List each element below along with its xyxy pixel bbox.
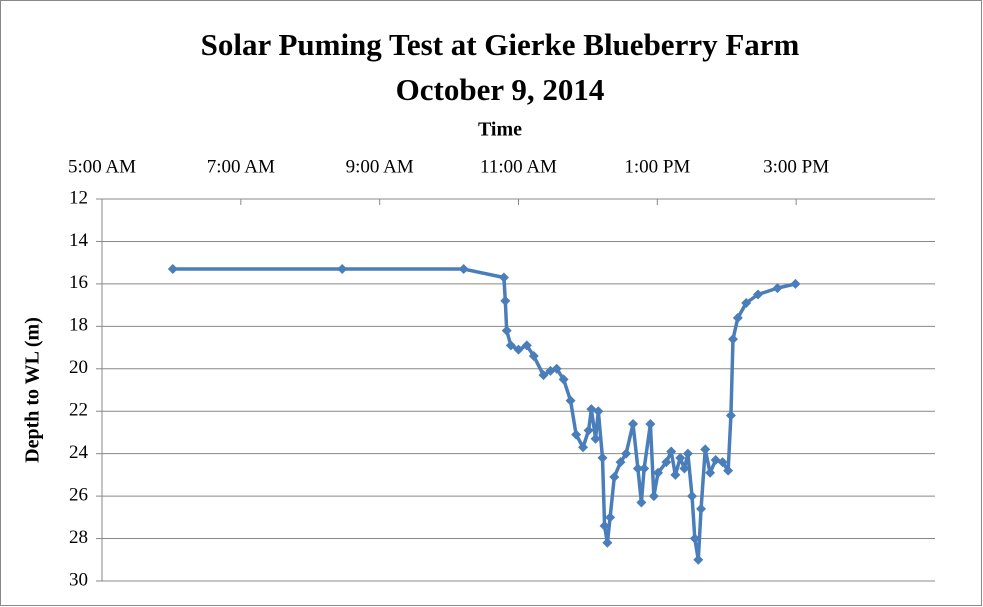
x-tick-label: 9:00 AM: [346, 156, 414, 177]
data-point: [498, 272, 509, 283]
data-point: [723, 465, 734, 476]
data-point: [679, 463, 690, 474]
data-point: [167, 264, 178, 275]
data-point: [538, 370, 549, 381]
data-point: [705, 467, 716, 478]
y-tick-label: 16: [69, 272, 88, 293]
x-tick-label: 7:00 AM: [207, 156, 275, 177]
data-point: [645, 418, 656, 429]
data-point: [696, 503, 707, 514]
data-point: [597, 452, 608, 463]
data-point: [521, 340, 532, 351]
data-point: [609, 472, 620, 483]
y-tick-label: 26: [69, 484, 88, 505]
data-point: [653, 467, 664, 478]
data-point: [639, 463, 650, 474]
x-tick-label: 1:00 PM: [624, 156, 690, 177]
x-axis-label: Time: [478, 119, 522, 141]
y-tick-label: 28: [69, 527, 88, 548]
y-tick-label: 24: [69, 442, 89, 463]
data-point: [571, 429, 582, 440]
y-tick-label: 12: [69, 187, 88, 208]
data-point: [772, 283, 783, 294]
data-point: [725, 410, 736, 421]
y-tick-label: 30: [69, 569, 88, 590]
data-point: [700, 444, 711, 455]
chart-subtitle: October 9, 2014: [396, 72, 605, 107]
data-point: [752, 289, 763, 300]
data-point: [501, 325, 512, 336]
data-point: [727, 334, 738, 345]
chart-title: Solar Puming Test at Gierke Blueberry Fa…: [201, 27, 800, 62]
data-point: [666, 446, 677, 457]
data-point: [337, 264, 348, 275]
y-tick-label: 18: [69, 315, 88, 336]
data-point: [599, 520, 610, 531]
data-point: [661, 457, 672, 468]
data-point: [513, 344, 524, 355]
data-point: [632, 463, 643, 474]
data-point: [732, 312, 743, 323]
data-point: [578, 442, 589, 453]
data-point: [670, 469, 681, 480]
data-point: [590, 433, 601, 444]
data-point: [741, 297, 752, 308]
data-point: [500, 295, 511, 306]
data-point: [648, 491, 659, 502]
y-tick-label: 22: [69, 400, 88, 421]
data-point: [689, 533, 700, 544]
data-point: [790, 278, 801, 289]
data-point: [675, 452, 686, 463]
data-point: [636, 497, 647, 508]
y-tick-label: 14: [69, 230, 89, 251]
data-point: [528, 351, 539, 362]
data-point: [458, 264, 469, 275]
data-point: [558, 374, 569, 385]
data-point: [565, 395, 576, 406]
data-point: [628, 418, 639, 429]
y-axis-label: Depth to WL (m): [22, 317, 44, 463]
data-point: [602, 537, 613, 548]
data-point: [583, 425, 594, 436]
x-tick-label: 3:00 PM: [763, 156, 829, 177]
data-point: [505, 340, 516, 351]
data-point: [682, 448, 693, 459]
y-tick-label: 20: [69, 357, 88, 378]
data-point: [615, 457, 626, 468]
data-point: [593, 406, 604, 417]
data-point: [717, 457, 728, 468]
data-point: [693, 554, 704, 565]
data-point: [687, 491, 698, 502]
x-tick-label: 11:00 AM: [480, 156, 557, 177]
data-point: [621, 448, 632, 459]
data-point: [551, 363, 562, 374]
data-point: [605, 512, 616, 523]
x-tick-label: 5:00 AM: [68, 156, 136, 177]
